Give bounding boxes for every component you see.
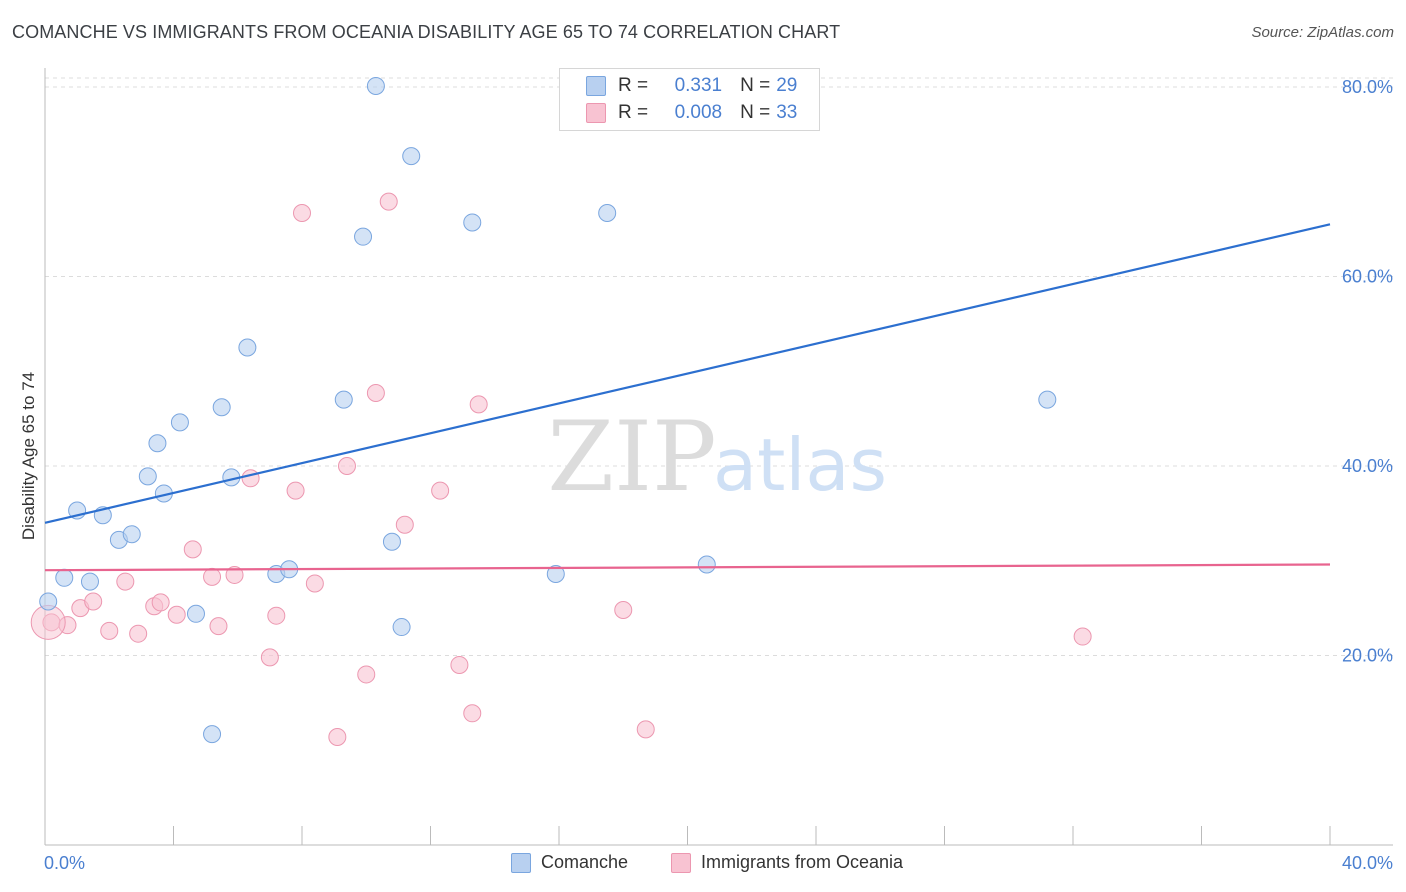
legend-n-value: 29	[776, 75, 798, 96]
comanche-point	[463, 213, 482, 232]
comanche-point	[598, 203, 617, 222]
oceania-point	[431, 481, 450, 500]
oceania-point	[225, 565, 244, 584]
trend-lines	[44, 223, 1331, 572]
source-label: Source: ZipAtlas.com	[1251, 24, 1394, 41]
pink-swatch	[586, 103, 606, 123]
comanche-point	[55, 568, 74, 587]
chart-title: COMANCHE VS IMMIGRANTS FROM OCEANIA DISA…	[12, 22, 841, 42]
comanche-point	[546, 564, 565, 583]
oceania-point	[636, 720, 655, 739]
comanche-point	[1038, 390, 1057, 409]
oceania-point	[286, 481, 305, 500]
oceania-point	[366, 384, 385, 403]
y-tick-label: 40.0%	[1342, 456, 1393, 476]
x-tick-labels: 0.0% 40.0%	[44, 826, 1393, 873]
oceania-point	[267, 606, 286, 625]
oceania-point	[293, 203, 311, 222]
comanche-point	[366, 77, 385, 96]
y-tick-label: 20.0%	[1342, 645, 1393, 665]
oceania-point	[84, 592, 103, 611]
comanche-point	[138, 467, 157, 486]
comanche-point	[238, 338, 257, 357]
oceania-point	[614, 601, 633, 620]
oceania-point	[203, 567, 222, 586]
oceania-point	[305, 574, 324, 593]
oceania-point	[260, 648, 279, 667]
oceania-point	[357, 665, 376, 684]
oceania-trend-line	[44, 563, 1331, 572]
legend-r-value: 0.008	[674, 102, 723, 123]
watermark: ZIP atlas	[547, 401, 887, 513]
comanche-point	[39, 592, 58, 611]
pink-swatch	[671, 852, 691, 873]
oceania-point	[116, 572, 135, 591]
oceania-point	[241, 469, 260, 488]
watermark-zip: ZIP	[547, 401, 716, 513]
bottom-legend-label: Comanche	[541, 852, 629, 872]
x-tick-label: 0.0%	[44, 853, 85, 873]
comanche-point	[212, 398, 231, 417]
watermark-atlas: atlas	[713, 423, 887, 507]
oceania-point	[209, 617, 228, 636]
axes	[44, 68, 1393, 846]
y-axis-title: Disability Age 65 to 74	[19, 372, 38, 540]
comanche-trend-line	[44, 223, 1331, 524]
oceania-point	[395, 515, 414, 534]
y-tick-label: 80.0%	[1342, 77, 1393, 97]
legend-r-label: R =	[618, 75, 649, 96]
oceania-point	[183, 540, 202, 559]
blue-swatch	[586, 76, 606, 96]
comanche-point	[122, 525, 141, 544]
oceania-point	[100, 621, 119, 640]
comanche-point	[334, 390, 353, 409]
oceania-point	[337, 456, 356, 475]
comanche-point	[382, 532, 401, 551]
oceania-point	[469, 395, 488, 414]
comanche-point	[170, 413, 189, 432]
comanche-point	[186, 604, 205, 623]
oceania-point	[1073, 627, 1092, 646]
y-tick-labels: 20.0% 40.0% 60.0% 80.0%	[1342, 77, 1393, 666]
y-tick-label: 60.0%	[1342, 266, 1393, 286]
comanche-point	[148, 434, 167, 453]
comanche-point	[402, 147, 421, 166]
legend-n-value: 33	[776, 102, 798, 123]
comanche-point	[80, 572, 99, 591]
correlation-legend: R = 0.331 N = 29 R = 0.008 N = 33	[559, 68, 820, 131]
legend-n-label: N =	[740, 75, 771, 96]
series-immigrants-oceania	[30, 192, 1092, 746]
oceania-point	[129, 624, 148, 643]
oceania-point	[167, 605, 186, 624]
oceania-point	[379, 192, 398, 211]
bottom-legend-oceania: Immigrants from Oceania	[671, 852, 903, 873]
legend-n-label: N =	[740, 102, 771, 123]
legend-row-comanche: R = 0.331 N = 29	[586, 73, 797, 99]
bottom-legend-comanche: Comanche	[511, 852, 628, 873]
legend-row-oceania: R = 0.008 N = 33	[586, 100, 797, 126]
comanche-point	[203, 725, 222, 744]
oceania-point	[450, 655, 469, 674]
comanche-point	[354, 227, 373, 246]
bottom-legend-label: Immigrants from Oceania	[701, 852, 904, 872]
legend-r-value: 0.331	[674, 75, 723, 96]
oceania-point	[151, 593, 170, 612]
comanche-point	[697, 555, 716, 574]
blue-swatch	[511, 852, 531, 873]
oceania-point	[328, 727, 347, 746]
oceania-point	[463, 704, 482, 723]
legend-r-label: R =	[618, 102, 649, 123]
comanche-point	[392, 618, 411, 637]
x-tick-label: 40.0%	[1342, 853, 1393, 873]
